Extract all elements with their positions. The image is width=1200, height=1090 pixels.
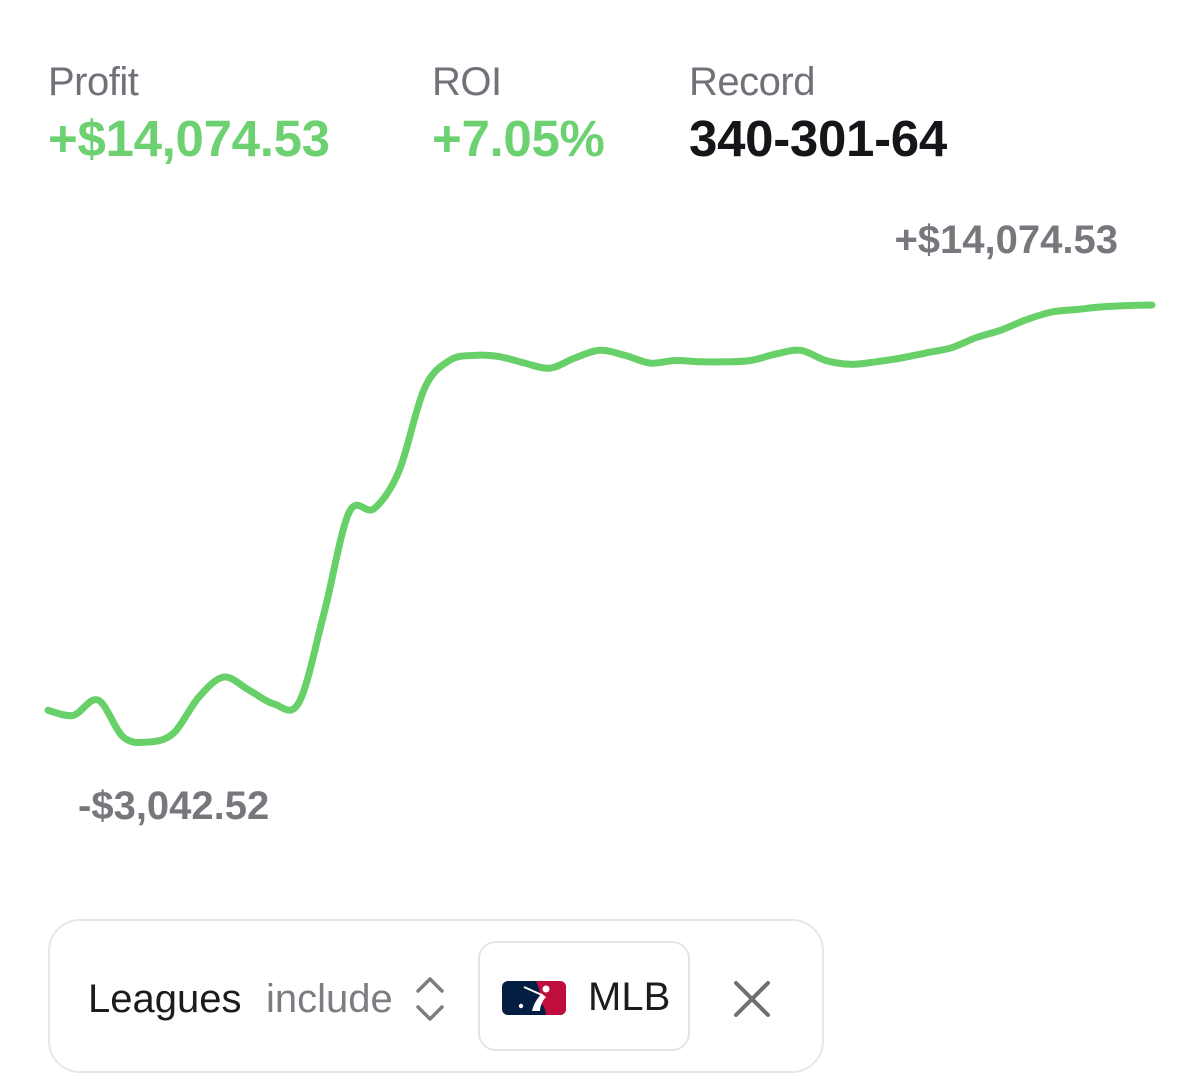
profit-series-line	[44, 301, 1156, 747]
filter-operator-select[interactable]: include	[266, 977, 393, 1021]
profit-value: +$14,074.53	[48, 110, 330, 167]
profit-label: Profit	[48, 60, 139, 104]
roi-label: ROI	[432, 60, 502, 104]
chart-max-label: +$14,074.53	[894, 218, 1118, 262]
record-stat: Record 340-301-64	[689, 58, 947, 169]
roi-value: +7.05%	[432, 110, 605, 167]
close-icon[interactable]	[726, 973, 778, 1025]
mlb-logo	[502, 981, 566, 1015]
roi-stat: ROI +7.05%	[432, 58, 605, 169]
profit-chart	[0, 200, 1200, 850]
league-chip-mlb[interactable]: MLB	[478, 941, 690, 1051]
chevron-up-down-icon[interactable]	[412, 969, 448, 1029]
league-chip-label: MLB	[588, 975, 671, 1019]
league-filter-bar: Leagues include MLB	[48, 919, 824, 1073]
profit-stat: Profit +$14,074.53	[48, 58, 330, 169]
chart-min-label: -$3,042.52	[78, 784, 270, 828]
record-value: 340-301-64	[689, 110, 947, 167]
record-label: Record	[689, 60, 815, 104]
filter-field-label: Leagues	[88, 977, 242, 1021]
profit-line-chart	[44, 301, 1156, 747]
